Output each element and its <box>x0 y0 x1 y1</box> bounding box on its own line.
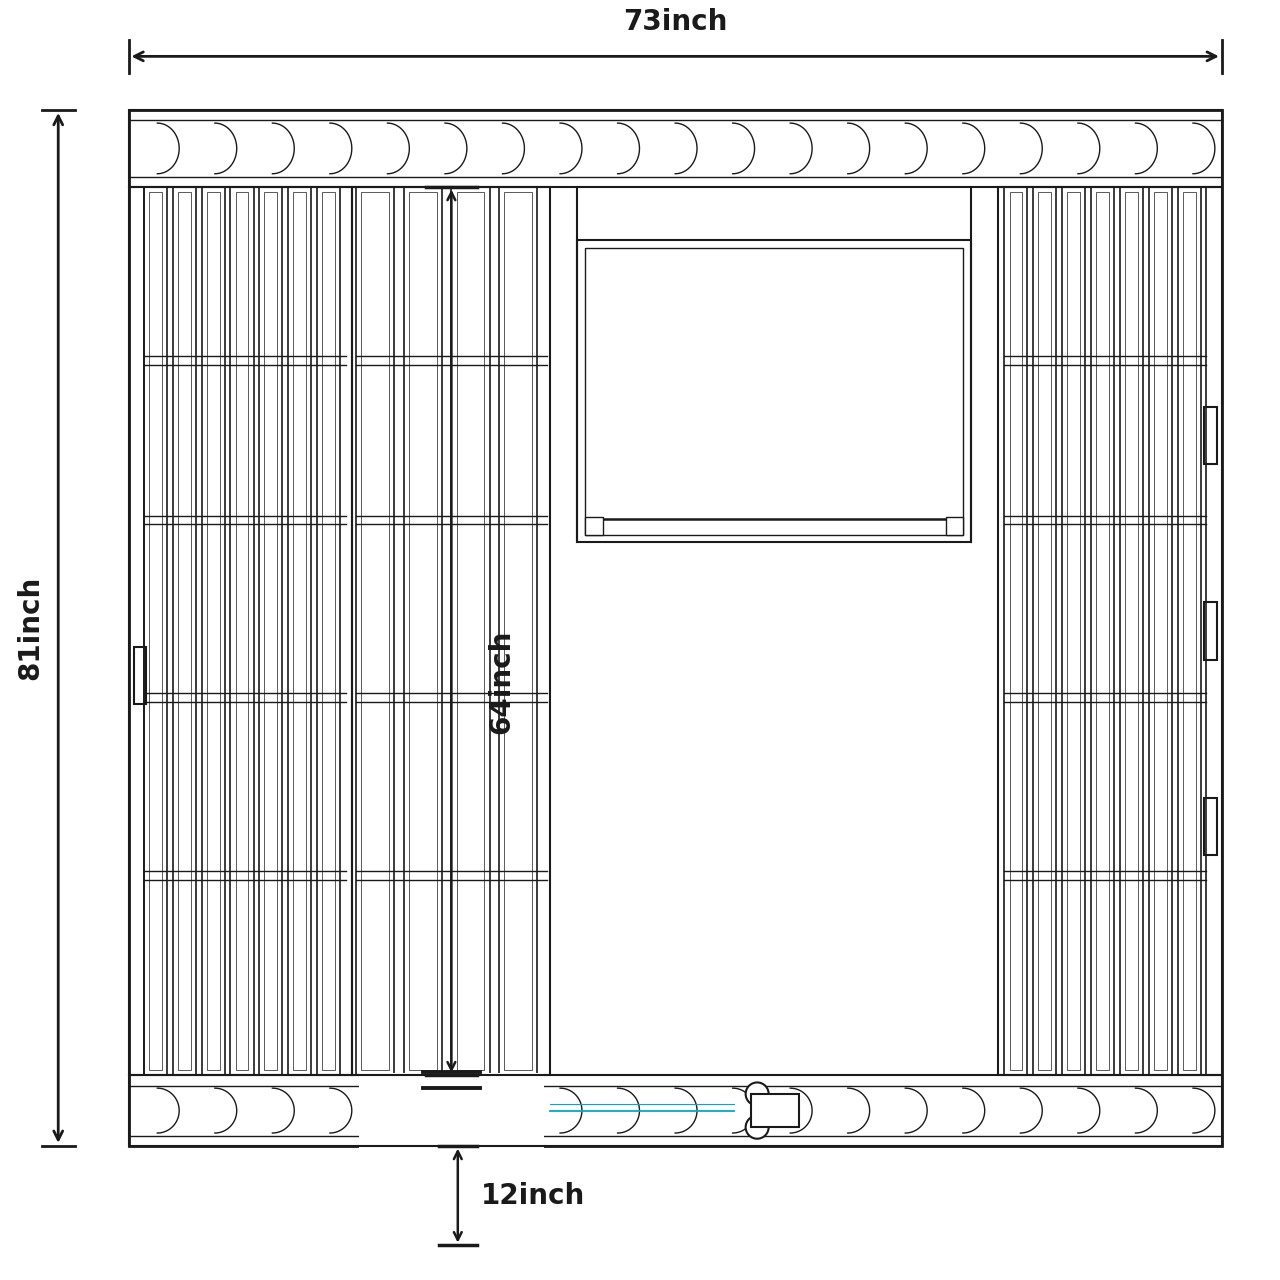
Bar <box>499 187 538 1075</box>
Bar <box>1062 187 1085 1075</box>
Text: 73inch: 73inch <box>623 8 727 36</box>
Bar <box>1183 192 1196 1070</box>
Bar <box>1091 187 1114 1075</box>
Bar <box>1005 187 1028 1075</box>
Bar <box>457 192 484 1070</box>
Bar <box>585 517 603 535</box>
Bar <box>133 646 146 704</box>
Bar <box>358 1073 544 1148</box>
Bar <box>265 192 278 1070</box>
Bar <box>1148 187 1171 1075</box>
Text: 81inch: 81inch <box>17 576 44 680</box>
Bar <box>288 187 311 1075</box>
Bar <box>361 192 389 1070</box>
Bar <box>1068 192 1080 1070</box>
Bar <box>1153 192 1166 1070</box>
Bar <box>504 192 532 1070</box>
Bar <box>1038 192 1051 1070</box>
Circle shape <box>746 1116 769 1139</box>
Bar <box>1204 407 1217 465</box>
Bar <box>293 192 306 1070</box>
Text: 12inch: 12inch <box>481 1181 585 1210</box>
Bar <box>1178 187 1201 1075</box>
Bar <box>1096 192 1108 1070</box>
Bar <box>143 187 166 1075</box>
Bar <box>1204 797 1217 855</box>
Bar <box>236 192 248 1070</box>
Bar <box>128 1075 1222 1146</box>
Bar <box>173 187 196 1075</box>
Bar <box>1010 192 1023 1070</box>
Bar <box>408 192 436 1070</box>
Bar <box>323 192 335 1070</box>
Bar <box>585 248 964 535</box>
Circle shape <box>746 1083 769 1106</box>
Bar <box>1120 187 1143 1075</box>
Bar <box>452 187 489 1075</box>
Bar <box>128 110 1222 187</box>
Bar <box>946 517 964 535</box>
Bar <box>178 192 191 1070</box>
Bar <box>577 241 972 543</box>
Text: 64inch: 64inch <box>488 630 516 735</box>
Bar <box>128 187 352 1075</box>
Bar <box>202 187 225 1075</box>
Bar <box>207 192 220 1070</box>
Bar <box>1033 187 1056 1075</box>
Bar <box>998 187 1222 1075</box>
Bar <box>260 187 283 1075</box>
Bar <box>403 187 442 1075</box>
Bar <box>230 187 253 1075</box>
Bar <box>751 1094 799 1128</box>
Bar <box>1125 192 1138 1070</box>
Bar <box>317 187 340 1075</box>
Bar <box>128 110 1222 1146</box>
Bar <box>356 187 394 1075</box>
Bar <box>352 187 550 1075</box>
Bar <box>148 192 161 1070</box>
Bar <box>1204 603 1217 660</box>
